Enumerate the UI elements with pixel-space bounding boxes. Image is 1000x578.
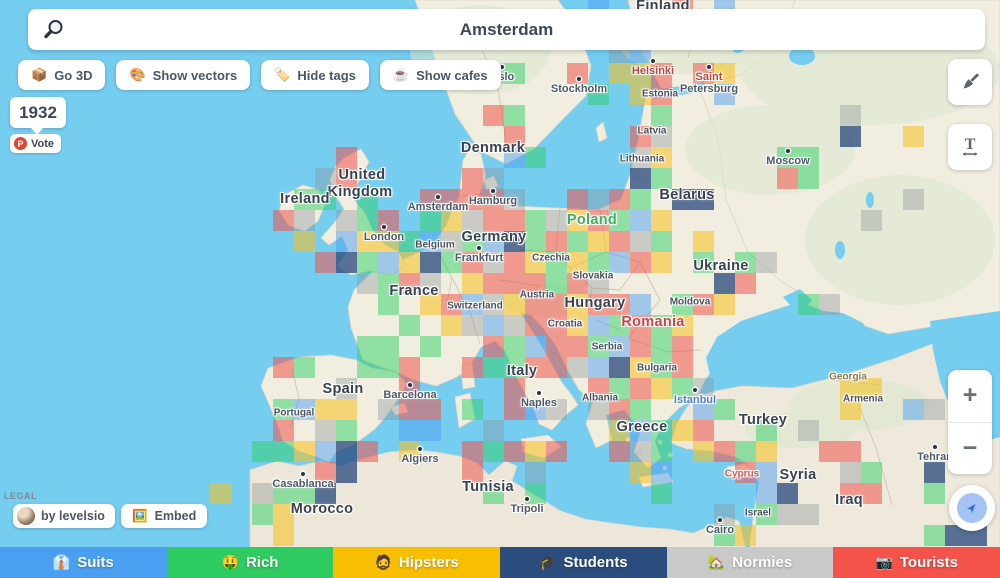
legend-label: Rich <box>245 554 279 571</box>
legend-bar: 👔 Suits 🤑 Rich 🧔 Hipsters 🎓 Students 🏡 Normies 📷 To… <box>0 547 1000 578</box>
search-icon <box>44 19 63 38</box>
text-tool-button[interactable]: T <box>948 124 992 170</box>
legend-label: Tourists <box>899 554 958 571</box>
legend-suits[interactable]: 👔 Suits <box>0 547 167 578</box>
paint-tool-button[interactable] <box>948 59 992 105</box>
author-button[interactable]: by levelsio <box>13 504 115 528</box>
toolbar-button-icon: 📦 <box>31 67 48 82</box>
vote-label: Vote <box>31 137 55 150</box>
tourists-emoji-icon: 📷 <box>875 554 893 570</box>
vote-button[interactable]: P Vote <box>10 134 62 153</box>
students-emoji-icon: 🎓 <box>539 554 557 570</box>
island-gotland <box>595 121 608 143</box>
legend-tourists[interactable]: 📷 Tourists <box>833 547 1000 578</box>
product-hunt-icon: P <box>14 137 27 150</box>
zoom-control: + − <box>948 370 992 474</box>
toolbar-button-icon: ☕ <box>392 67 410 82</box>
zoom-in-button[interactable]: + <box>962 381 978 410</box>
vote-count-bubble: 1932 <box>10 97 66 128</box>
toolbar-button-go-3d[interactable]: 📦 Go 3D <box>18 60 106 90</box>
black-sea <box>701 289 873 395</box>
zoom-divider <box>948 421 992 423</box>
toolbar-button-hide-tags[interactable]: 🏷️ Hide tags <box>261 60 369 90</box>
legal-link[interactable]: LEGAL <box>4 491 37 501</box>
svg-text:T: T <box>965 135 976 153</box>
vote-bubble-pointer <box>31 128 43 135</box>
legend-label: Hipsters <box>398 554 459 571</box>
toolbar-button-show-cafes[interactable]: ☕ Show cafes <box>379 60 501 90</box>
normies-emoji-icon: 🏡 <box>707 554 726 570</box>
toolbar-button-label: Show vectors <box>152 67 238 83</box>
search-bar[interactable]: Amsterdam <box>28 9 985 50</box>
island-zealand <box>483 175 499 191</box>
framed-picture-icon: 🖼️ <box>132 508 148 523</box>
hipsters-emoji-icon: 🧔 <box>374 554 392 570</box>
paint-brush-icon <box>963 73 979 89</box>
author-label: by levelsio <box>41 509 105 523</box>
toolbar-button-show-vectors[interactable]: 🎨 Show vectors <box>116 60 251 90</box>
embed-label: Embed <box>154 509 197 523</box>
toolbar-button-icon: 🏷️ <box>274 67 291 82</box>
legend-label: Students <box>563 554 628 571</box>
legend-hipsters[interactable]: 🧔 Hipsters <box>333 547 501 578</box>
legend-label: Normies <box>732 554 793 571</box>
text-tool-icon: T <box>962 135 978 156</box>
toolbar-button-label: Show cafes <box>416 67 488 83</box>
author-avatar <box>17 507 35 525</box>
zoom-out-button[interactable]: − <box>962 433 978 462</box>
lake-ladoga <box>789 47 815 65</box>
embed-button[interactable]: 🖼️ Embed <box>121 504 208 528</box>
legend-label: Suits <box>77 554 114 571</box>
legend-rich[interactable]: 🤑 Rich <box>166 547 334 578</box>
toolbar-button-icon: 🎨 <box>129 67 146 82</box>
legend-normies[interactable]: 🏡 Normies <box>666 547 834 578</box>
toolbar-button-label: Go 3D <box>54 67 93 83</box>
toolbar-button-label: Hide tags <box>297 67 356 83</box>
geolocate-inner-circle <box>957 493 987 523</box>
legend-students[interactable]: 🎓 Students <box>500 547 667 578</box>
rich-emoji-icon: 🤑 <box>221 554 239 570</box>
suits-emoji-icon: 👔 <box>52 554 71 570</box>
location-arrow-icon <box>966 503 976 514</box>
search-input[interactable]: Amsterdam <box>459 19 554 39</box>
toolbar: 📦 Go 3D 🎨 Show vectors 🏷️ Hide tags ☕ Show cafe… <box>18 60 501 90</box>
geolocate-button[interactable] <box>949 485 995 531</box>
